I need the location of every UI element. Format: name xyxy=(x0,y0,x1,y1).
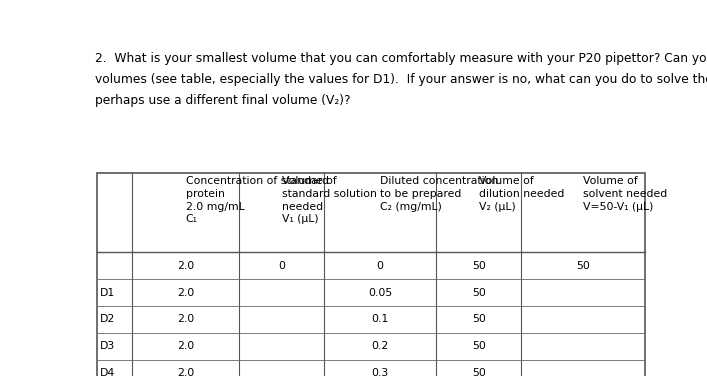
Text: D2: D2 xyxy=(100,314,115,324)
Text: 0.1: 0.1 xyxy=(371,314,389,324)
Text: 50: 50 xyxy=(472,288,486,297)
Text: 2.0: 2.0 xyxy=(177,288,194,297)
Text: 2.0: 2.0 xyxy=(177,314,194,324)
Text: Diluted concentration
to be prepared
C₂ (mg/mL): Diluted concentration to be prepared C₂ … xyxy=(380,176,498,212)
Text: 50: 50 xyxy=(472,368,486,376)
Text: 2.0: 2.0 xyxy=(177,368,194,376)
Text: D4: D4 xyxy=(100,368,115,376)
Text: Volume of
dilution needed
V₂ (μL): Volume of dilution needed V₂ (μL) xyxy=(479,176,564,212)
Text: perhaps use a different final volume (V₂)?: perhaps use a different final volume (V₂… xyxy=(95,94,351,107)
Text: 0: 0 xyxy=(278,261,285,271)
Text: Volume of
solvent needed
V=50-V₁ (μL): Volume of solvent needed V=50-V₁ (μL) xyxy=(583,176,667,212)
Text: 0.3: 0.3 xyxy=(371,368,389,376)
Text: Volume of
standard solution
needed
V₁ (μL): Volume of standard solution needed V₁ (μ… xyxy=(281,176,376,224)
Text: 0.2: 0.2 xyxy=(371,341,389,351)
Text: 50: 50 xyxy=(576,261,590,271)
Text: Concentration of standard
protein
2.0 mg/mL
C₁: Concentration of standard protein 2.0 mg… xyxy=(186,176,329,224)
Text: 50: 50 xyxy=(472,261,486,271)
Text: 0: 0 xyxy=(377,261,384,271)
Text: D1: D1 xyxy=(100,288,115,297)
Text: 2.0: 2.0 xyxy=(177,261,194,271)
Text: 2.0: 2.0 xyxy=(177,341,194,351)
Text: D3: D3 xyxy=(100,341,115,351)
Text: 2.  What is your smallest volume that you can comfortably measure with your P20 : 2. What is your smallest volume that you… xyxy=(95,52,707,65)
Text: 0.05: 0.05 xyxy=(368,288,392,297)
Text: 50: 50 xyxy=(472,341,486,351)
Text: volumes (see table, especially the values for D1).  If your answer is no, what c: volumes (see table, especially the value… xyxy=(95,73,707,86)
Text: 50: 50 xyxy=(472,314,486,324)
